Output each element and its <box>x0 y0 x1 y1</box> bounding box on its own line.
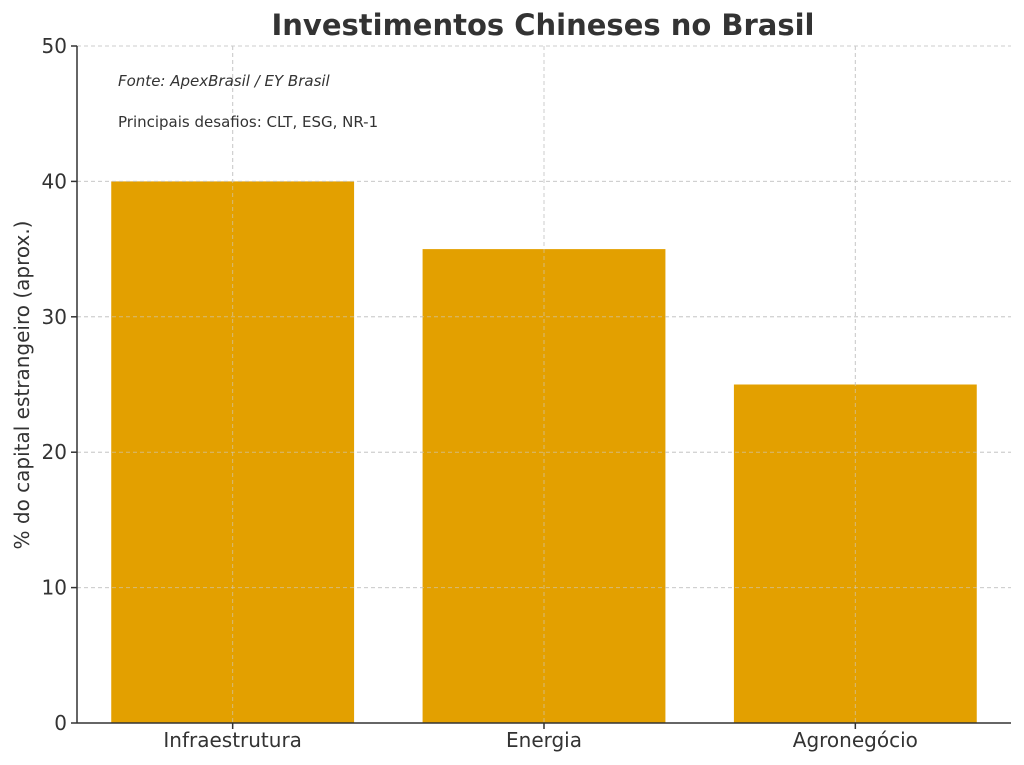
chart-title: Investimentos Chineses no Brasil <box>272 8 815 42</box>
grid-overlay <box>77 45 1011 723</box>
y-tick-label: 50 <box>42 34 67 58</box>
y-axis-label: % do capital estrangeiro (aprox.) <box>10 221 34 550</box>
y-tick-label: 0 <box>54 711 67 735</box>
challenges-annotation: Principais desafios: CLT, ESG, NR-1 <box>118 113 378 131</box>
x-ticks: Infraestrutura Energia Agronegócio <box>163 723 918 752</box>
y-tick-label: 10 <box>42 576 67 600</box>
source-annotation: Fonte: ApexBrasil / EY Brasil <box>118 72 331 90</box>
x-tick-label: Agronegócio <box>793 728 918 752</box>
x-tick-label: Energia <box>506 728 582 752</box>
y-tick-label: 40 <box>42 169 67 193</box>
bars <box>77 45 1011 723</box>
y-tick-label: 20 <box>42 440 67 464</box>
x-tick-label: Infraestrutura <box>163 728 302 752</box>
y-tick-label: 30 <box>42 305 67 329</box>
y-ticks: 0 10 20 30 40 50 <box>42 34 77 735</box>
